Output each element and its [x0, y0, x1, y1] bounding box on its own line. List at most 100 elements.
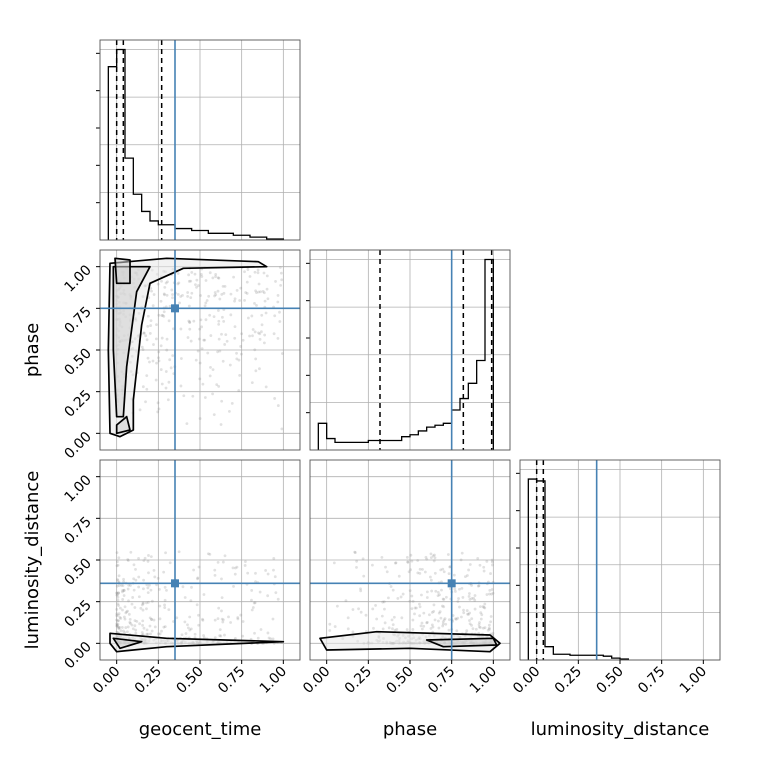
sample-point — [179, 295, 183, 298]
sample-point — [421, 567, 424, 571]
sample-point — [166, 280, 169, 284]
sample-point — [478, 605, 482, 609]
sample-point — [246, 571, 250, 575]
sample-point — [238, 299, 242, 302]
sample-point — [489, 615, 493, 618]
sample-point — [141, 633, 145, 636]
sample-point — [139, 606, 143, 610]
sample-point — [146, 591, 150, 595]
sample-point — [206, 351, 210, 355]
sample-point — [425, 621, 429, 624]
sample-point — [145, 628, 149, 632]
sample-point — [256, 268, 260, 272]
sample-point — [256, 636, 260, 640]
sample-point — [240, 352, 243, 356]
sample-point — [479, 611, 483, 615]
sample-point — [359, 610, 363, 614]
sample-point — [441, 567, 445, 571]
sample-point — [144, 334, 148, 338]
sample-point — [124, 611, 128, 615]
sample-point — [420, 627, 424, 631]
sample-point — [117, 619, 121, 622]
sample-point — [146, 632, 150, 636]
sample-point — [259, 628, 263, 631]
sample-point — [171, 327, 175, 331]
sample-point — [116, 619, 120, 623]
sample-point — [135, 619, 139, 623]
sample-point — [272, 557, 276, 560]
sample-point — [391, 588, 395, 592]
sample-point — [235, 565, 239, 569]
sample-point — [485, 560, 489, 563]
y-axis-label-phase: phase — [22, 323, 43, 377]
sample-point — [238, 373, 242, 377]
sample-point — [145, 338, 149, 342]
sample-point — [251, 328, 255, 331]
sample-point — [391, 627, 394, 631]
sample-point — [191, 394, 195, 398]
sample-point — [201, 618, 205, 622]
panel-frame — [99, 39, 301, 241]
sample-point — [133, 606, 137, 609]
sample-point — [129, 550, 133, 554]
sample-point — [258, 332, 262, 336]
sample-point — [162, 292, 166, 296]
sample-point — [152, 293, 156, 296]
sample-point — [188, 320, 192, 324]
sample-point — [232, 584, 235, 588]
sample-point — [411, 599, 415, 603]
sample-point — [154, 378, 158, 382]
sample-point — [273, 397, 277, 400]
sample-point — [150, 618, 154, 621]
sample-point — [490, 560, 494, 564]
sample-point — [241, 634, 245, 638]
sample-point — [132, 588, 136, 592]
sample-point — [441, 597, 445, 601]
sample-point — [442, 618, 446, 622]
sample-point — [200, 275, 204, 278]
sample-point — [444, 622, 448, 626]
sample-point — [447, 628, 451, 632]
sample-point — [147, 571, 150, 575]
sample-point — [121, 584, 125, 587]
sample-point — [458, 587, 461, 591]
sample-point — [481, 605, 485, 608]
sample-point — [208, 313, 212, 317]
sample-point — [279, 271, 283, 275]
sample-point — [211, 368, 215, 372]
sample-point — [188, 321, 192, 325]
sample-point — [134, 631, 138, 635]
sample-point — [141, 601, 145, 605]
sample-point — [489, 620, 493, 624]
x-tick-label: 0.75 — [425, 664, 458, 697]
sample-point — [266, 297, 270, 301]
sample-point — [265, 274, 269, 278]
sample-point — [464, 575, 467, 579]
sample-point — [142, 587, 145, 591]
sample-point — [418, 567, 422, 571]
sample-point — [250, 314, 254, 318]
sample-point — [371, 607, 375, 611]
sample-point — [251, 606, 255, 609]
histogram-step — [317, 258, 494, 450]
sample-point — [179, 327, 183, 331]
sample-point — [115, 551, 119, 555]
sample-point — [483, 606, 487, 610]
x-tick-label: 1.00 — [677, 664, 710, 697]
sample-point — [196, 576, 200, 580]
sample-point — [433, 556, 437, 560]
y-tick-label: 1.00 — [61, 472, 94, 505]
sample-point — [148, 360, 151, 364]
sample-point — [359, 587, 362, 591]
sample-point — [239, 345, 243, 348]
sample-point — [217, 384, 221, 388]
sample-point — [125, 630, 129, 634]
sample-point — [123, 631, 127, 635]
sample-point — [157, 359, 161, 363]
sample-point — [195, 603, 199, 607]
sample-point — [456, 600, 460, 603]
sample-point — [220, 293, 224, 296]
sample-point — [222, 291, 226, 295]
sample-point — [134, 578, 138, 582]
sample-point — [193, 272, 197, 276]
